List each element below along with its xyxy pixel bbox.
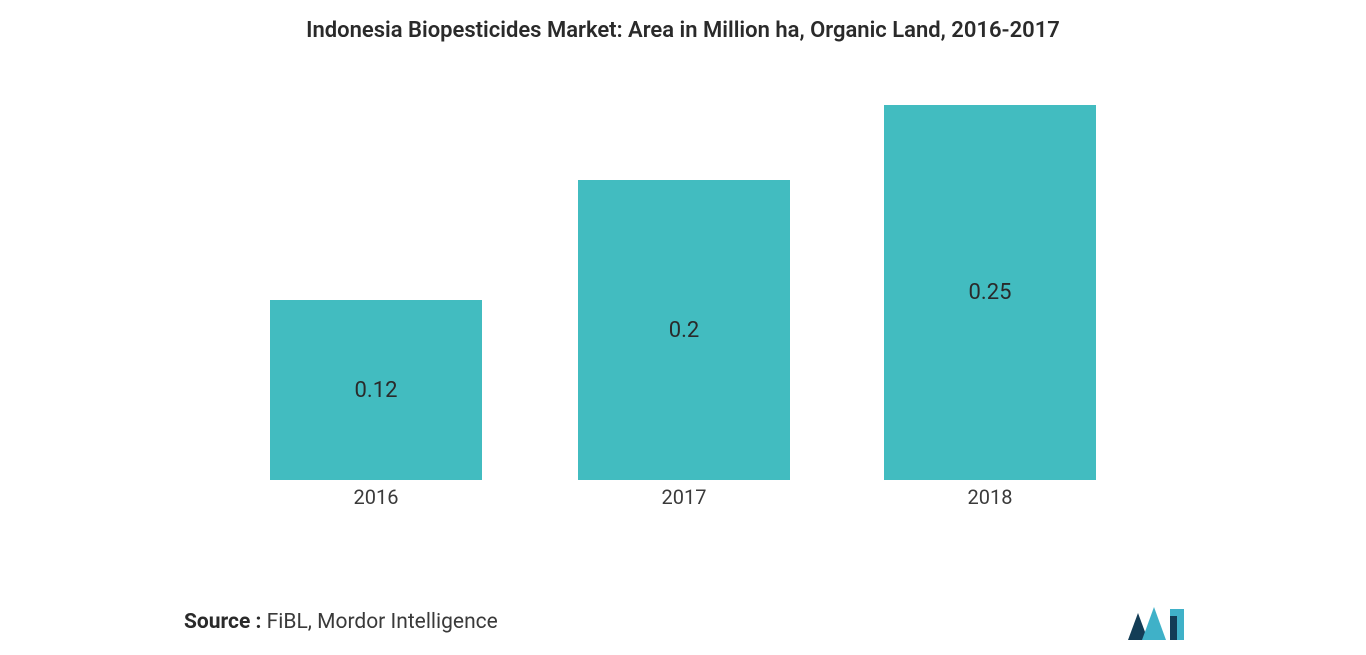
x-axis-labels: 2016 2017 2018	[170, 485, 1196, 515]
bars-container: 0.12 0.2 0.25	[170, 60, 1196, 480]
bar: 0.12	[270, 300, 482, 480]
chart-plot-area: 0.12 0.2 0.25	[170, 60, 1196, 480]
bar: 0.2	[578, 180, 790, 480]
source-label: Source :	[184, 610, 261, 634]
bar-value-label: 0.12	[355, 378, 398, 403]
chart-title: Indonesia Biopesticides Market: Area in …	[0, 0, 1366, 43]
source-line: Source : FiBL, Mordor Intelligence	[184, 610, 498, 634]
brand-logo-icon	[1126, 605, 1186, 645]
source-text: FiBL, Mordor Intelligence	[261, 610, 497, 634]
x-axis-label: 2017	[662, 485, 707, 509]
x-axis-label: 2016	[354, 485, 399, 509]
bar-value-label: 0.2	[669, 318, 700, 343]
bar: 0.25	[884, 105, 1096, 480]
bar-value-label: 0.25	[969, 280, 1012, 305]
x-axis-label: 2018	[968, 485, 1013, 509]
